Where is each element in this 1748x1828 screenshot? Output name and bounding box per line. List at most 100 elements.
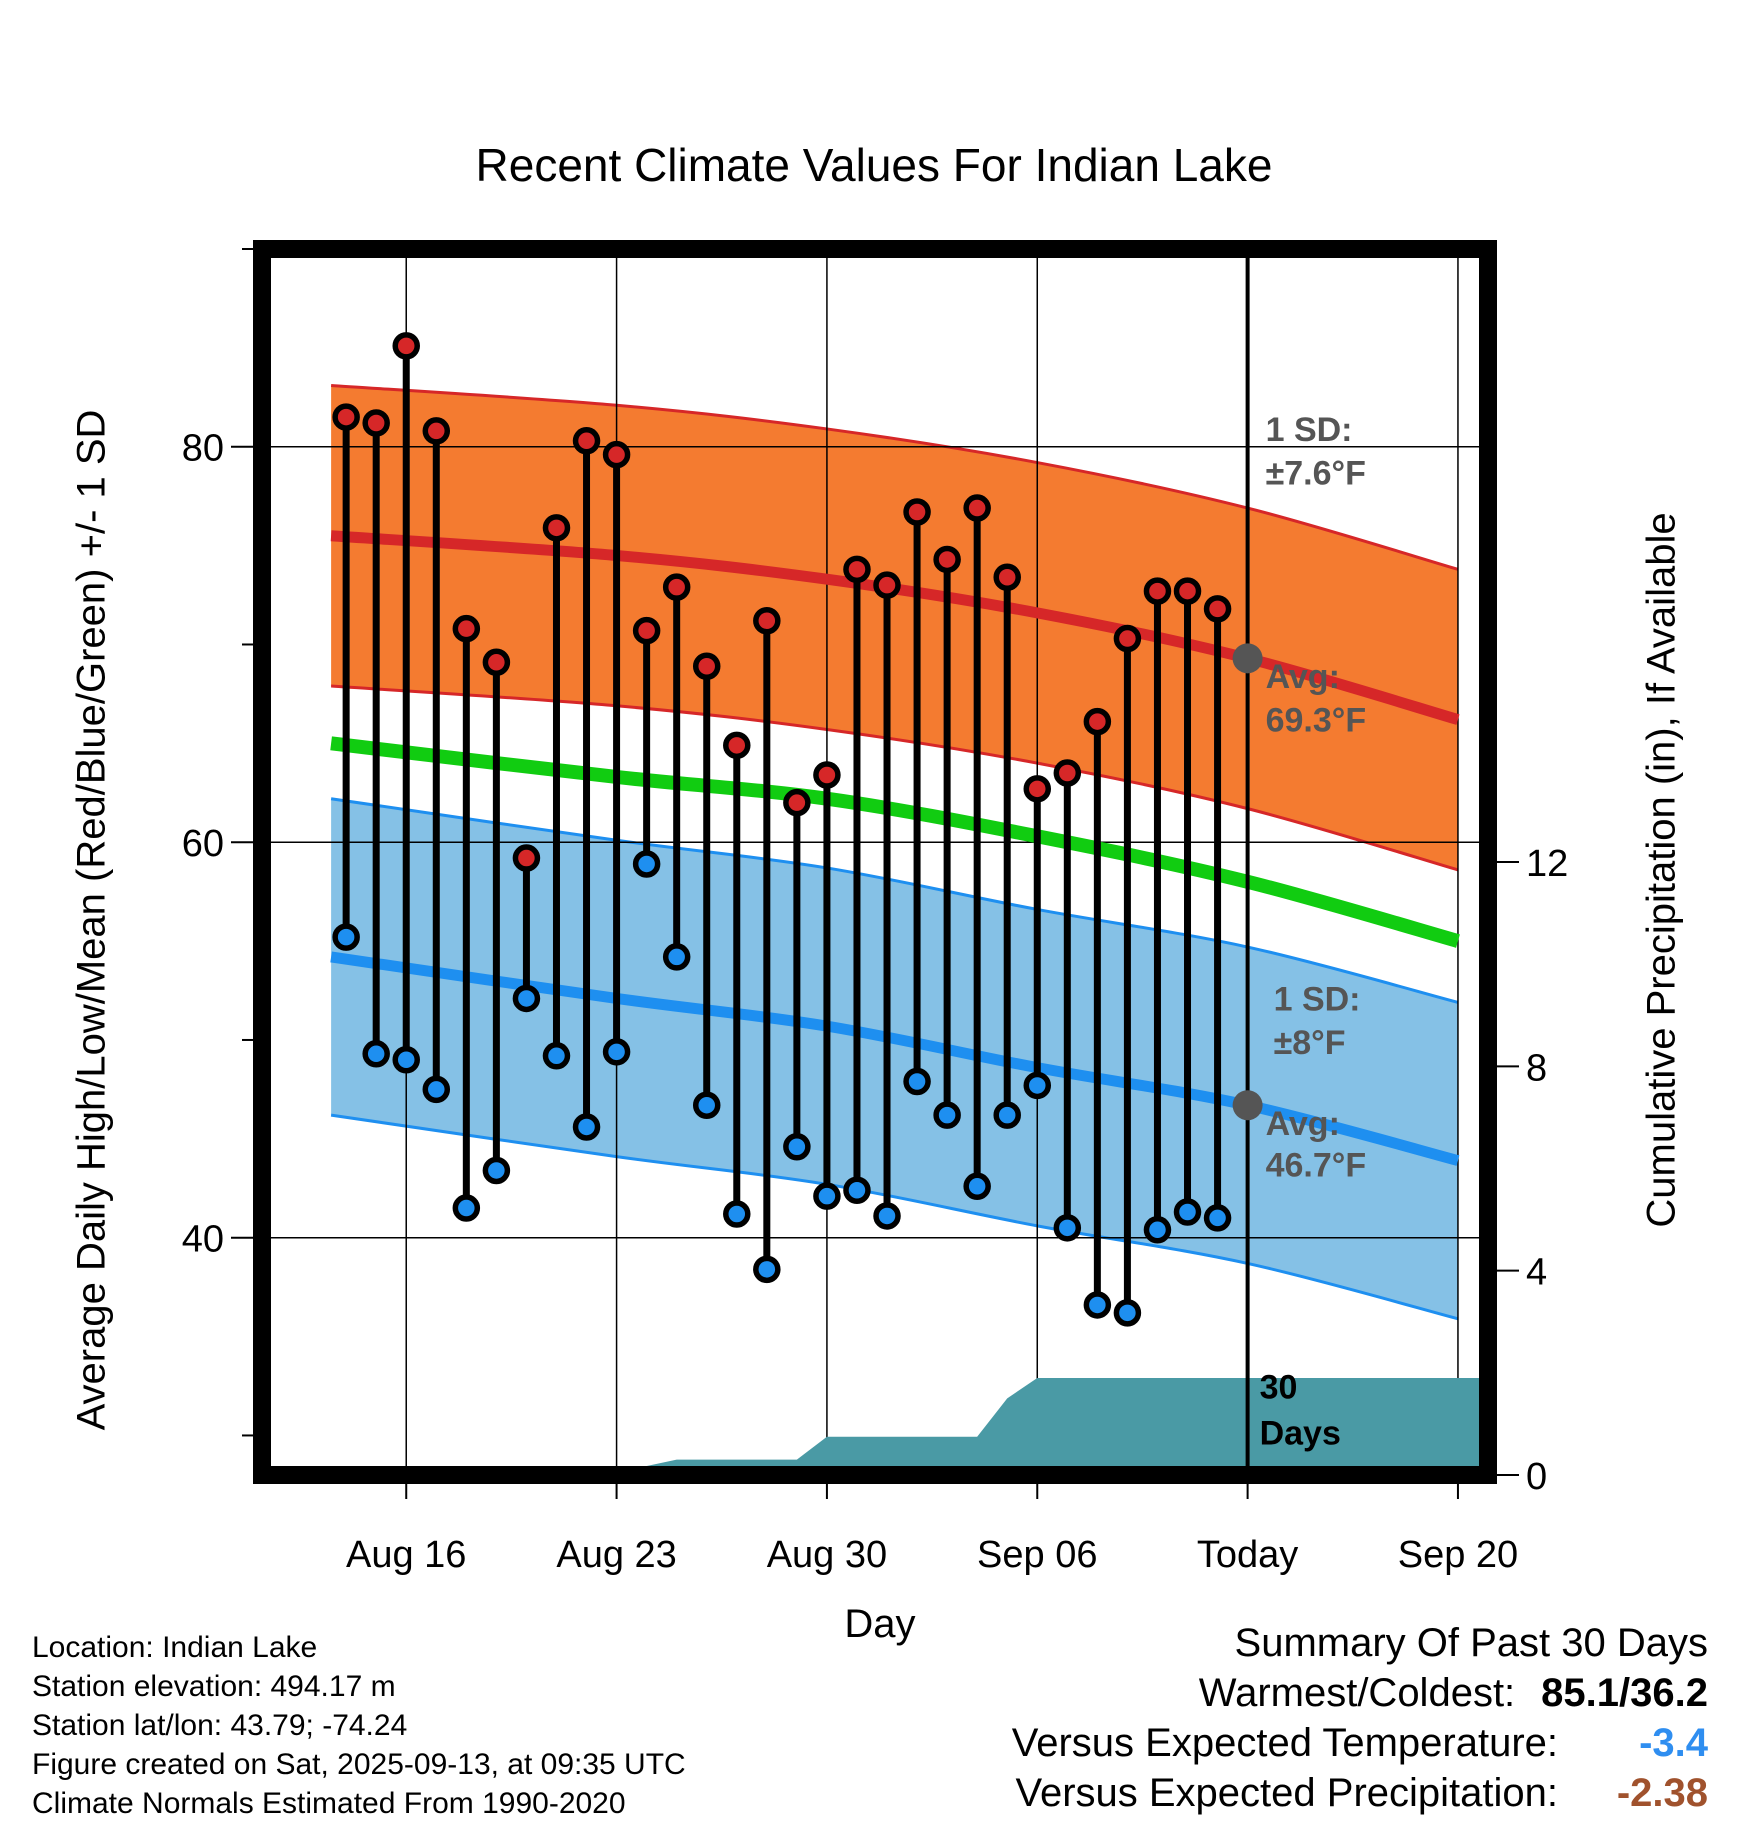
- daily-low-point: [392, 1045, 420, 1074]
- low-sd-value: ±8°F: [1274, 1024, 1346, 1062]
- daily-high-point: [993, 563, 1021, 592]
- daily-high-point: [392, 332, 420, 360]
- daily-low-point: [1113, 1299, 1142, 1327]
- daily-high-point: [1053, 759, 1082, 787]
- daily-low-point: [512, 984, 541, 1013]
- y-tick-label: 40: [182, 1219, 224, 1261]
- daily-low-point: [1143, 1216, 1172, 1244]
- daily-low-point: [753, 1255, 781, 1284]
- daily-high-point: [1173, 577, 1202, 605]
- daily-high-point: [602, 440, 631, 469]
- high-avg-value: 69.3°F: [1266, 701, 1367, 739]
- daily-low-point: [452, 1194, 481, 1222]
- daily-high-point: [873, 571, 901, 599]
- daily-low-point: [1083, 1291, 1112, 1319]
- daily-low-point: [903, 1067, 931, 1096]
- daily-high-point: [362, 409, 390, 437]
- daily-low-point: [602, 1038, 631, 1066]
- daily-low-point: [542, 1042, 571, 1070]
- daily-high-point: [662, 573, 691, 601]
- y-right-tick-label: 12: [1526, 843, 1568, 885]
- info-location: Location: Indian Lake: [32, 1631, 318, 1664]
- daily-high-point: [632, 616, 661, 645]
- x-tick-label: Aug 23: [556, 1534, 676, 1576]
- period-label-number: 30: [1260, 1368, 1298, 1406]
- summary-warmest-row: Warmest/Coldest: 85.1/36.2: [1012, 1668, 1708, 1718]
- daily-high-point: [933, 545, 961, 574]
- daily-low-point: [843, 1176, 871, 1205]
- summary-temp-label: Versus Expected Temperature:: [1011, 1721, 1558, 1765]
- high-sd-band-fill: [331, 385, 1458, 870]
- daily-high-point: [1143, 577, 1172, 605]
- summary-temp-value: -3.4: [1639, 1721, 1708, 1765]
- info-created: Figure created on Sat, 2025-09-13, at 09…: [32, 1748, 686, 1781]
- daily-low-point: [723, 1200, 751, 1228]
- daily-low-point: [692, 1091, 721, 1119]
- summary-precip-row: Versus Expected Precipitation: -2.38: [1012, 1768, 1708, 1818]
- daily-low-point: [813, 1182, 841, 1210]
- daily-high-point: [963, 494, 991, 522]
- summary-panel: Summary Of Past 30 Days Warmest/Coldest:…: [1012, 1618, 1708, 1818]
- daily-high-point: [813, 761, 841, 789]
- y-axis-label-left: Average Daily High/Low/Mean (Red/Blue/Gr…: [69, 409, 114, 1431]
- low-average-today-marker: [1232, 1090, 1263, 1121]
- station-info: Location: Indian Lake Station elevation:…: [32, 1628, 686, 1823]
- summary-precip-label: Versus Expected Precipitation:: [1015, 1771, 1558, 1815]
- daily-low-point: [993, 1101, 1021, 1129]
- chart-title: Recent Climate Values For Indian Lake: [475, 139, 1273, 191]
- info-normals: Climate Normals Estimated From 1990-2020: [32, 1787, 626, 1820]
- period-label-days: Days: [1260, 1414, 1341, 1452]
- low-avg-value: 46.7°F: [1266, 1146, 1367, 1184]
- daily-high-point: [692, 652, 721, 680]
- low-sd-band-fill: [331, 798, 1458, 1319]
- plot-frame: [253, 240, 1497, 1484]
- daily-high-point: [542, 514, 571, 542]
- x-axis-label: Day: [844, 1602, 916, 1646]
- x-tick-label: Sep 20: [1398, 1534, 1518, 1576]
- y-right-tick-label: 8: [1526, 1047, 1547, 1089]
- daily-high-point: [482, 648, 511, 677]
- low-sd-label: 1 SD:: [1274, 980, 1361, 1018]
- info-elevation: Station elevation: 494.17 m: [32, 1670, 396, 1703]
- x-tick-label: Sep 06: [977, 1534, 1097, 1576]
- daily-high-point: [1083, 707, 1112, 736]
- daily-low-point: [572, 1113, 601, 1141]
- high-sd-label: 1 SD:: [1266, 411, 1353, 449]
- y-tick-label: 80: [182, 428, 224, 470]
- daily-low-point: [422, 1075, 451, 1104]
- summary-warmest-value: 85.1/36.2: [1541, 1671, 1708, 1715]
- daily-high-point: [1203, 595, 1232, 623]
- daily-low-point: [873, 1202, 901, 1230]
- low-avg-label: Avg:: [1266, 1105, 1340, 1143]
- daily-high-point: [1113, 624, 1142, 653]
- daily-low-point: [963, 1172, 991, 1201]
- daily-low-point: [1053, 1214, 1082, 1242]
- daily-low-point: [933, 1101, 961, 1129]
- daily-low-point: [482, 1156, 511, 1185]
- low-sd-band-lower-edge: [330, 1113, 1459, 1321]
- x-tick-label: Aug 16: [346, 1534, 466, 1576]
- daily-low-point: [332, 923, 360, 951]
- daily-high-point: [903, 498, 931, 526]
- daily-high-point: [572, 427, 601, 455]
- high-average-today-marker: [1232, 643, 1263, 674]
- y-tick-label: 60: [182, 823, 224, 865]
- daily-high-point: [332, 403, 360, 431]
- precipitation-area: [268, 1377, 1488, 1475]
- summary-heading: Summary Of Past 30 Days: [1234, 1621, 1708, 1665]
- daily-low-point: [783, 1132, 811, 1161]
- info-latlon: Station lat/lon: 43.79; -74.24: [32, 1709, 408, 1742]
- daily-high-point: [723, 731, 751, 760]
- y-axis-label-right: Cumulative Precipitation (in), If Availa…: [1639, 512, 1684, 1228]
- daily-low-point: [1023, 1071, 1052, 1100]
- daily-low-point: [1203, 1204, 1232, 1232]
- daily-high-point: [843, 555, 871, 584]
- daily-high-point: [422, 417, 451, 445]
- high-sd-band-upper-edge: [331, 383, 1459, 571]
- daily-high-point: [1023, 775, 1052, 803]
- daily-low-point: [362, 1040, 390, 1068]
- daily-high-point: [452, 614, 481, 643]
- daily-low-point: [632, 850, 661, 878]
- daily-low-point: [662, 943, 691, 971]
- daily-high-point: [512, 844, 541, 872]
